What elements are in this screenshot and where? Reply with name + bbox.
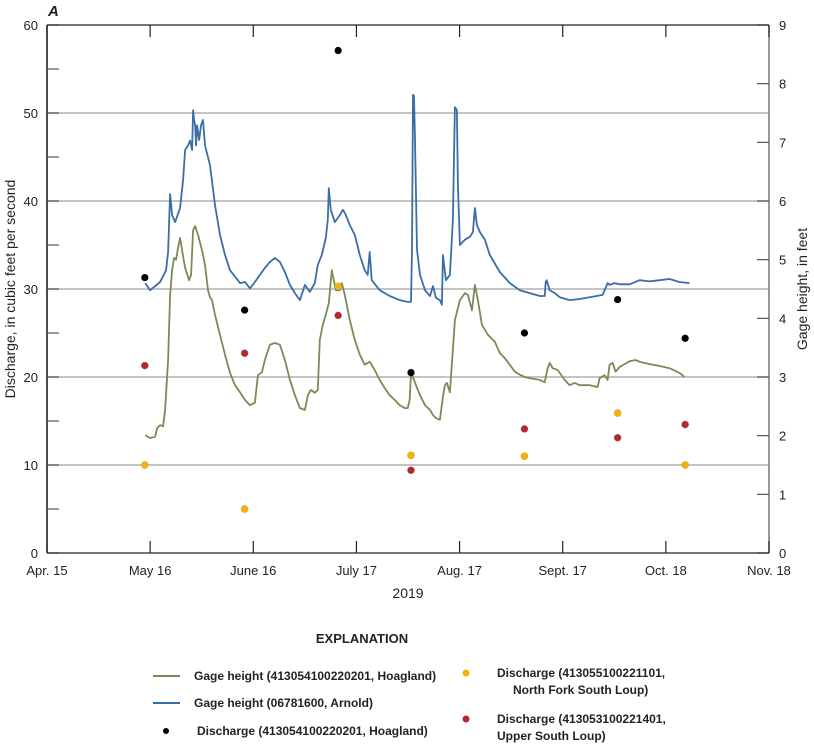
y-right-tick-label: 0 xyxy=(779,546,786,561)
x-tick-label: May 16 xyxy=(129,563,172,578)
data-point-series-3-3 xyxy=(407,451,415,460)
series-line-0 xyxy=(144,225,686,439)
data-point-series-4-0 xyxy=(141,361,149,370)
y-axis-right-title: Gage height, in feet xyxy=(794,228,810,350)
data-point-series-3-1 xyxy=(240,505,249,513)
legend-title: EXPLANATION xyxy=(316,631,408,646)
data-point-series-2-4 xyxy=(520,329,529,337)
data-point-series-2-6 xyxy=(681,334,689,342)
data-point-series-2-5 xyxy=(614,295,622,304)
y-right-tick-label: 7 xyxy=(779,135,786,150)
data-point-series-4-2 xyxy=(334,311,342,320)
data-point-series-3-0 xyxy=(141,461,149,469)
y-right-tick-label: 5 xyxy=(779,253,786,268)
data-point-series-2-0 xyxy=(141,273,149,282)
legend-label-nfsl-discharge-line1: Discharge (413055100221101, xyxy=(497,666,665,680)
data-point-series-3-2 xyxy=(334,282,342,291)
series-dots xyxy=(141,46,689,513)
y-right-tick-label: 1 xyxy=(779,487,786,502)
y-left-tick-label: 60 xyxy=(24,18,38,33)
legend-label-usl-discharge-line2: Upper South Loup) xyxy=(497,729,606,743)
axes xyxy=(46,24,770,554)
y-right-tick-label: 2 xyxy=(779,429,786,444)
gridlines xyxy=(47,112,769,466)
y-right-tick-label: 3 xyxy=(779,370,786,385)
data-point-series-4-1 xyxy=(240,349,249,358)
data-point-series-4-6 xyxy=(681,420,689,429)
y-left-tick-label: 50 xyxy=(24,106,38,121)
series-lines xyxy=(144,93,690,439)
panel-label: A xyxy=(47,3,59,20)
data-point-series-3-4 xyxy=(520,452,529,461)
data-point-series-4-5 xyxy=(613,433,622,442)
x-tick-label: Aug. 17 xyxy=(437,563,482,578)
x-tick-label: July 17 xyxy=(336,563,377,578)
legend-label-nfsl-discharge-line2: North Fork South Loup) xyxy=(513,683,648,697)
x-tick-label: Sept. 17 xyxy=(538,563,586,578)
legend-label-arnold-gage: Gage height (06781600, Arnold) xyxy=(194,696,373,710)
legend-label-usl-discharge-line1: Discharge (413053100221401, xyxy=(497,712,666,726)
y-right-tick-label: 8 xyxy=(779,77,786,92)
x-tick-label: Oct. 18 xyxy=(645,563,687,578)
y-left-tick-label: 20 xyxy=(24,370,38,385)
data-point-series-3-5 xyxy=(613,409,622,417)
y-axis-left-title: Discharge, in cubic feet per second xyxy=(2,180,18,399)
legend-swatch-usl-discharge xyxy=(462,715,470,723)
x-tick-label: June 16 xyxy=(230,563,276,578)
data-point-series-2-3 xyxy=(407,369,415,377)
data-point-series-2-1 xyxy=(241,306,249,314)
y-left-tick-label: 40 xyxy=(24,194,38,209)
legend-label-hoagland-gage: Gage height (413054100220201, Hoagland) xyxy=(194,669,436,683)
y-left-tick-label: 10 xyxy=(24,458,38,473)
x-tick-label: Apr. 15 xyxy=(26,563,67,578)
data-point-series-4-3 xyxy=(407,466,415,475)
data-point-series-4-4 xyxy=(520,425,529,433)
y-right-tick-label: 9 xyxy=(779,18,786,33)
legend: EXPLANATION Gage height (413054100220201… xyxy=(153,631,666,743)
series-line-1 xyxy=(144,93,690,306)
data-point-series-3-6 xyxy=(681,461,689,469)
y-right-tick-label: 4 xyxy=(779,311,786,326)
tick-labels: 0 10 20 30 40 50 60 0 1 2 3 4 5 6 7 8 9 Apr. 15 May 16 June… xyxy=(24,18,791,578)
y-right-tick-label: 6 xyxy=(779,194,786,209)
y-left-tick-label: 0 xyxy=(31,546,38,561)
x-axis-title: 2019 xyxy=(392,585,423,601)
data-point-series-2-2 xyxy=(334,46,342,55)
x-tick-label: Nov. 18 xyxy=(747,563,791,578)
legend-swatch-hoagland-discharge xyxy=(163,728,169,734)
legend-label-hoagland-discharge: Discharge (413054100220201, Hoagland) xyxy=(197,724,428,738)
legend-swatch-nfsl-discharge xyxy=(462,669,470,677)
y-left-tick-label: 30 xyxy=(24,282,38,297)
